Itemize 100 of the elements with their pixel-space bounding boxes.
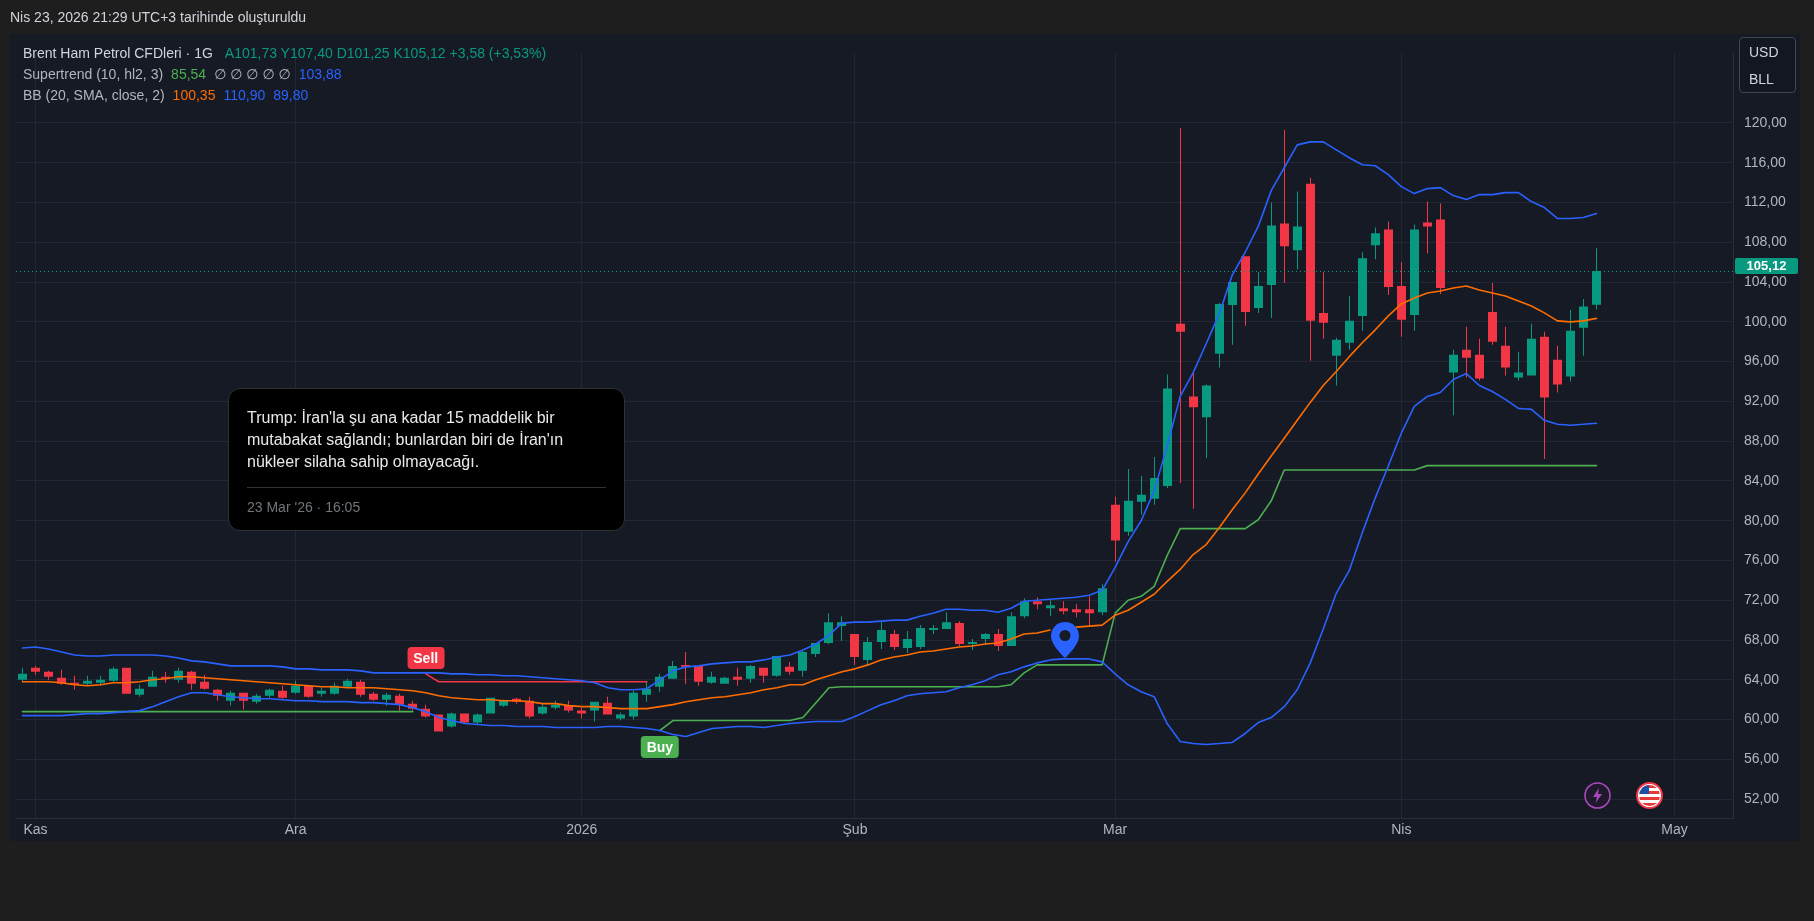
candlestick bbox=[1072, 604, 1081, 618]
candlestick bbox=[707, 671, 716, 684]
candlestick bbox=[1371, 227, 1380, 260]
candlestick bbox=[1488, 283, 1497, 345]
y-tick-label: 104,00 bbox=[1744, 272, 1788, 289]
candlestick bbox=[317, 687, 326, 697]
candlestick bbox=[1423, 201, 1432, 254]
y-tick-label: 96,00 bbox=[1744, 352, 1780, 369]
candlestick bbox=[890, 630, 899, 650]
candlestick bbox=[538, 703, 547, 715]
candlestick bbox=[720, 676, 729, 684]
candlestick bbox=[1527, 323, 1536, 376]
candlestick bbox=[1176, 127, 1185, 483]
candlestick bbox=[1540, 331, 1549, 460]
y-tick-label: 84,00 bbox=[1744, 471, 1780, 488]
candlestick bbox=[733, 667, 742, 686]
candlestick bbox=[1462, 326, 1471, 378]
candlestick bbox=[1124, 469, 1133, 536]
y-tick-label: 56,00 bbox=[1744, 750, 1780, 767]
candlestick bbox=[616, 712, 625, 721]
candlestick bbox=[785, 661, 794, 675]
candlestick bbox=[278, 685, 287, 699]
candlestick bbox=[746, 664, 755, 683]
candlestick bbox=[1475, 338, 1484, 381]
candlestick bbox=[1566, 309, 1575, 382]
candlestick bbox=[916, 625, 925, 649]
candlestick bbox=[1085, 596, 1094, 627]
candlestick bbox=[1501, 326, 1510, 376]
y-tick-label: 88,00 bbox=[1744, 432, 1780, 449]
y-tick-label: 52,00 bbox=[1744, 789, 1780, 806]
y-tick-label: 76,00 bbox=[1744, 551, 1780, 568]
candlestick bbox=[369, 691, 378, 701]
annotation: 103,88 bbox=[298, 65, 342, 83]
unit-selector: USD BLL bbox=[1739, 37, 1796, 93]
y-tick-label: 72,00 bbox=[1744, 591, 1780, 608]
x-tick-label: Kas bbox=[23, 821, 48, 838]
candlestick bbox=[942, 612, 951, 630]
x-tick-label: Mar bbox=[1103, 821, 1128, 838]
candlestick bbox=[265, 688, 274, 698]
annotation: Supertrend (10, hl2, 3) bbox=[23, 65, 164, 83]
x-tick-label: Ara bbox=[284, 821, 307, 838]
annotation: Trump: İran'la şu ana kadar 15 maddelik bir mutabakat sağlandı; bunlardan biri de İran'ın nükleer silaha sahip olmayacağı. bbox=[247, 408, 565, 472]
candlestick bbox=[1319, 272, 1328, 339]
y-tick-label: 80,00 bbox=[1744, 511, 1780, 528]
annotation: A101,73 Y107,40 D101,25 K105,12 +3,58 (+3,53%) bbox=[224, 44, 547, 62]
candlestick bbox=[863, 637, 872, 665]
candlestick bbox=[1332, 337, 1341, 386]
candlestick bbox=[1436, 203, 1445, 295]
candlestick bbox=[1254, 272, 1263, 313]
candlestick bbox=[1046, 600, 1055, 617]
candlestick bbox=[382, 692, 391, 706]
candlestick bbox=[1189, 371, 1198, 509]
annotation: 100,35 bbox=[172, 86, 216, 104]
ref-line-label: 105,12 bbox=[1735, 257, 1798, 274]
candlestick bbox=[18, 667, 27, 682]
candlestick bbox=[1280, 129, 1289, 284]
annotation: BB (20, SMA, close, 2) bbox=[23, 86, 165, 104]
candlestick bbox=[1514, 351, 1523, 381]
x-tick-label: Şub bbox=[842, 821, 868, 838]
candlestick bbox=[1059, 601, 1068, 615]
annotation: 110,90 bbox=[223, 86, 266, 104]
candlestick bbox=[1111, 496, 1120, 562]
y-tick-label: 108,00 bbox=[1744, 233, 1788, 250]
candlestick bbox=[1306, 177, 1315, 361]
x-tick-label: May bbox=[1661, 821, 1688, 838]
candlestick bbox=[577, 707, 586, 719]
annotation: Sell bbox=[407, 646, 445, 669]
candlestick bbox=[929, 625, 938, 635]
candlestick bbox=[135, 684, 144, 697]
y-tick-label: 116,00 bbox=[1744, 153, 1786, 170]
y-tick-label: 112,00 bbox=[1744, 193, 1786, 210]
candlestick bbox=[877, 622, 886, 649]
annotation: ∅ ∅ ∅ ∅ ∅ bbox=[214, 65, 291, 83]
post-card: Trump: İran'la şu ana kadar 15 maddelik bir mutabakat sağlandı; bunlardan biri de İran'ın nükleer silaha sahip olmayacağı. 23 Mar '26 · 16:05 bbox=[228, 388, 625, 531]
annotation: 23 Mar '26 · 16:05 bbox=[247, 498, 362, 516]
text: Nis 23, 2026 21:29 UTC+3 tarihinde oluşturuldu bbox=[10, 8, 307, 26]
annotation: Buy bbox=[640, 735, 680, 758]
candlestick bbox=[44, 670, 53, 680]
candlestick bbox=[798, 650, 807, 677]
candlestick bbox=[1384, 221, 1393, 296]
candlestick bbox=[850, 634, 859, 665]
candlestick bbox=[1345, 296, 1354, 350]
x-tick-label: 2026 bbox=[566, 821, 598, 838]
candlestick bbox=[1449, 349, 1458, 416]
candlestick bbox=[1202, 384, 1211, 459]
chart-title: Brent Ham Petrol CFDleri · 1G bbox=[23, 44, 213, 62]
y-tick-label: 68,00 bbox=[1744, 630, 1780, 647]
candlestick bbox=[759, 667, 768, 683]
candlestick bbox=[31, 665, 40, 675]
annotation: 89,80 bbox=[273, 86, 309, 104]
y-tick-label: 92,00 bbox=[1744, 392, 1780, 409]
y-tick-label: 100,00 bbox=[1744, 312, 1788, 329]
candlestick bbox=[1293, 191, 1302, 270]
candlestick bbox=[955, 621, 964, 646]
y-tick-label: 120,00 bbox=[1744, 113, 1788, 130]
candlestick bbox=[109, 666, 118, 683]
y-tick-label: 64,00 bbox=[1744, 670, 1780, 687]
candlestick bbox=[903, 631, 912, 653]
annotation: 85,54 bbox=[171, 65, 207, 83]
candlestick bbox=[1137, 475, 1146, 515]
